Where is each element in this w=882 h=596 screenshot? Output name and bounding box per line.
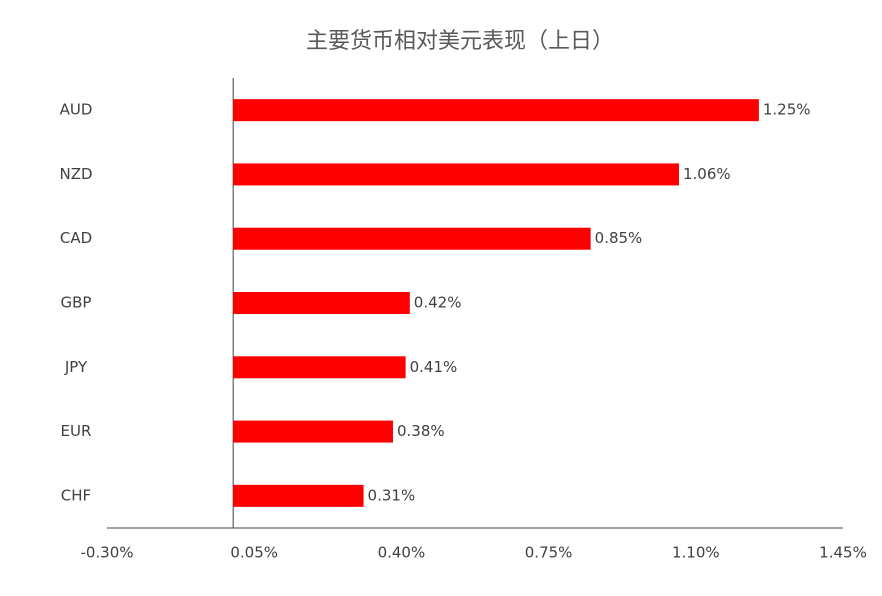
x-tick-label: 0.75% — [525, 544, 573, 562]
value-label: 0.42% — [414, 294, 462, 312]
x-tick-label: 1.45% — [819, 544, 867, 562]
y-tick-label: NZD — [59, 165, 92, 183]
value-label: 0.38% — [397, 422, 445, 440]
bar — [233, 420, 393, 443]
chart-title: 主要货币相对美元表现（上日） — [306, 29, 614, 54]
bar — [233, 356, 406, 379]
y-tick-label: GBP — [61, 294, 92, 312]
bar — [233, 292, 410, 314]
y-tick-label: CAD — [60, 229, 92, 247]
y-tick-label: EUR — [61, 422, 92, 440]
bar — [233, 99, 759, 122]
value-label: 0.41% — [410, 358, 458, 376]
value-label: 0.31% — [368, 486, 416, 504]
bar — [233, 163, 679, 186]
bar — [233, 227, 591, 250]
y-tick-label: AUD — [60, 101, 93, 119]
x-tick-label: 0.05% — [230, 544, 278, 562]
y-tick-label: CHF — [61, 486, 91, 504]
value-label: 1.06% — [683, 165, 731, 183]
x-tick-label: 1.10% — [672, 544, 720, 562]
bar — [233, 484, 364, 507]
x-tick-label: -0.30% — [80, 544, 133, 562]
y-tick-label: JPY — [64, 358, 88, 376]
x-tick-label: 0.40% — [378, 544, 426, 562]
value-label: 0.85% — [595, 229, 643, 247]
value-label: 1.25% — [763, 101, 811, 119]
